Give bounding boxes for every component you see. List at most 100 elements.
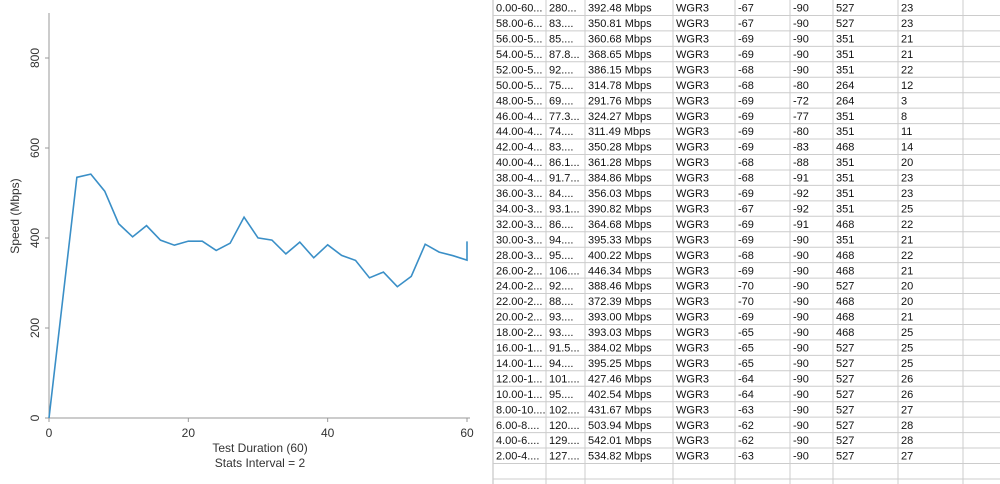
- table-cell: 468: [836, 250, 854, 262]
- table-cell: 42.00-4...: [496, 142, 542, 154]
- table-cell: -67: [738, 3, 754, 15]
- table-cell: WGR3: [676, 234, 709, 246]
- table-cell: 87.8...: [549, 49, 580, 61]
- table-cell: WGR3: [676, 173, 709, 185]
- table-cell: -69: [738, 312, 754, 324]
- table-cell: 0.00-60...: [496, 3, 542, 15]
- table-cell: -69: [738, 188, 754, 200]
- table-cell: 86.1...: [549, 157, 580, 169]
- table-cell: 40.00-4...: [496, 157, 542, 169]
- table-cell: 527: [836, 358, 854, 370]
- table-cell: 351: [836, 188, 854, 200]
- table-cell: 393.03 Mbps: [588, 327, 652, 339]
- table-cell: 106....: [549, 265, 580, 277]
- table-cell: 84....: [549, 188, 573, 200]
- table-cell: 94....: [549, 234, 573, 246]
- table-cell: WGR3: [676, 250, 709, 262]
- table-cell: 93.1...: [549, 203, 580, 215]
- speed-line: [48, 173, 468, 419]
- table-cell: -90: [793, 435, 809, 447]
- table-cell: 92....: [549, 281, 573, 293]
- table-cell: -69: [738, 265, 754, 277]
- table-cell: -90: [793, 281, 809, 293]
- table-cell: -92: [793, 203, 809, 215]
- table-cell: 30.00-3...: [496, 234, 542, 246]
- table-cell: -69: [738, 142, 754, 154]
- table-cell: 527: [836, 404, 854, 416]
- table-cell: -88: [793, 157, 809, 169]
- table-cell: -90: [793, 327, 809, 339]
- table-cell: 384.02 Mbps: [588, 343, 652, 355]
- table-cell: WGR3: [676, 111, 709, 123]
- table-cell: 368.65 Mbps: [588, 49, 652, 61]
- table-cell: -90: [793, 404, 809, 416]
- table-cell: WGR3: [676, 358, 709, 370]
- table-cell: 74....: [549, 126, 573, 138]
- table-cell: -90: [793, 343, 809, 355]
- table-cell: 26.00-2...: [496, 265, 542, 277]
- table-cell: 390.82 Mbps: [588, 203, 652, 215]
- table-cell: 83....: [549, 18, 573, 30]
- table-cell: 11: [901, 126, 912, 138]
- table-cell: 527: [836, 373, 854, 385]
- table-cell: -90: [793, 64, 809, 76]
- table-cell: 93....: [549, 312, 573, 324]
- table-cell: -68: [738, 173, 754, 185]
- table-cell: -69: [738, 95, 754, 107]
- table-cell: -67: [738, 203, 754, 215]
- table-cell: 351: [836, 34, 854, 46]
- table-cell: -90: [793, 250, 809, 262]
- table-cell: 23: [901, 3, 913, 15]
- table-cell: -70: [738, 296, 754, 308]
- table-cell: -64: [738, 373, 754, 385]
- table-cell: 27: [901, 404, 913, 416]
- table-cell: -65: [738, 343, 754, 355]
- table-cell: 350.81 Mbps: [588, 18, 652, 30]
- table-cell: 351: [836, 157, 854, 169]
- table-cell: WGR3: [676, 157, 709, 169]
- table-cell: 54.00-5...: [496, 49, 542, 61]
- table-cell: 372.39 Mbps: [588, 296, 652, 308]
- table-cell: WGR3: [676, 219, 709, 231]
- table-cell: 20.00-2...: [496, 312, 542, 324]
- table-cell: 350.28 Mbps: [588, 142, 652, 154]
- table-cell: -68: [738, 64, 754, 76]
- table-cell: 25: [901, 203, 913, 215]
- table-cell: WGR3: [676, 435, 709, 447]
- table-cell: 26: [901, 389, 913, 401]
- table-cell: 468: [836, 296, 854, 308]
- table-cell: 351: [836, 64, 854, 76]
- table-cell: WGR3: [676, 64, 709, 76]
- table-cell: 23: [901, 173, 913, 185]
- table-cell: 527: [836, 18, 854, 30]
- table-cell: -69: [738, 34, 754, 46]
- table-cell: 527: [836, 389, 854, 401]
- table-cell: 264: [836, 95, 854, 107]
- table-cell: WGR3: [676, 95, 709, 107]
- table-cell: 25: [901, 327, 913, 339]
- table-cell: 10.00-1...: [496, 389, 542, 401]
- table-cell: 527: [836, 451, 854, 463]
- table-cell: 69....: [549, 95, 573, 107]
- table-cell: -90: [793, 49, 809, 61]
- table-cell: 58.00-6...: [496, 18, 542, 30]
- table-cell: 356.03 Mbps: [588, 188, 652, 200]
- table-cell: 38.00-4...: [496, 173, 542, 185]
- table-cell: 93....: [549, 327, 573, 339]
- table-cell: 85....: [549, 34, 573, 46]
- table-cell: -64: [738, 389, 754, 401]
- table-cell: WGR3: [676, 142, 709, 154]
- table-cell: 392.48 Mbps: [588, 3, 652, 15]
- table-cell: 18.00-2...: [496, 327, 542, 339]
- table-cell: -80: [793, 126, 809, 138]
- table-cell: 46.00-4...: [496, 111, 542, 123]
- table-cell: 402.54 Mbps: [588, 389, 652, 401]
- table-cell: 20: [901, 157, 913, 169]
- table-cell: -68: [738, 250, 754, 262]
- table-cell: -90: [793, 296, 809, 308]
- table-cell: WGR3: [676, 49, 709, 61]
- table-cell: 291.76 Mbps: [588, 95, 652, 107]
- x-axis-label: Test Duration (60): [212, 441, 307, 455]
- table-cell: 527: [836, 420, 854, 432]
